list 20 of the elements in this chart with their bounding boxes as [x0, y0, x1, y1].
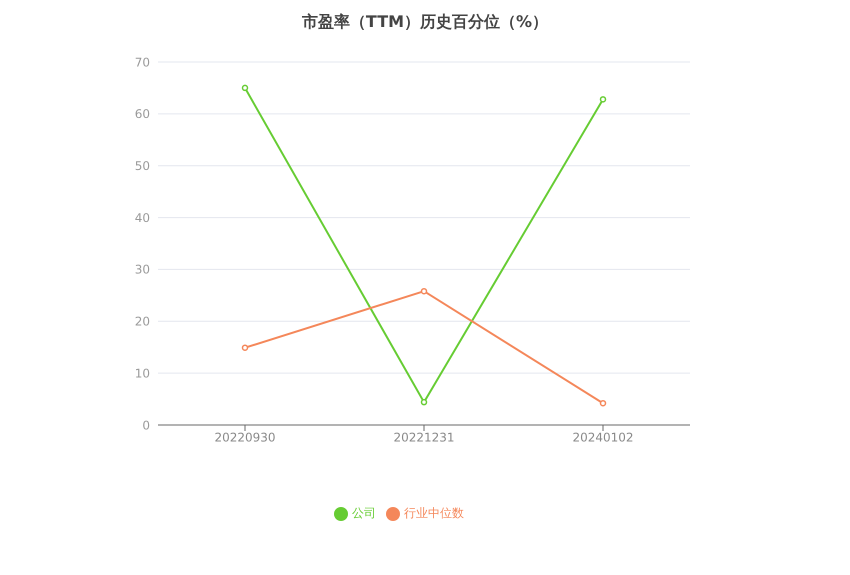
x-tick-label: 20221231 — [393, 430, 455, 445]
point — [600, 400, 606, 406]
point — [242, 344, 248, 351]
chart-title: 市盈率（TTM）历史百分位（%） — [300, 11, 550, 33]
y-tick-label: 10 — [134, 366, 150, 380]
legend-label: 公司 — [352, 506, 376, 520]
y-tick-label: 70 — [134, 55, 150, 70]
point — [600, 96, 606, 103]
x-tick-label: 20240102 — [572, 430, 634, 445]
x-tick-label: 20220930 — [214, 430, 276, 445]
point — [242, 84, 248, 92]
y-tick-label: 50 — [134, 158, 150, 173]
y-tick-label: 20 — [134, 314, 150, 329]
point — [420, 398, 428, 406]
point — [420, 288, 428, 294]
y-tick-label: 0 — [142, 418, 150, 432]
legend-label: 行业中位数 — [404, 506, 464, 520]
y-tick-label: 60 — [134, 107, 150, 122]
y-tick-label: 30 — [134, 262, 150, 277]
y-tick-label: 40 — [134, 210, 150, 225]
